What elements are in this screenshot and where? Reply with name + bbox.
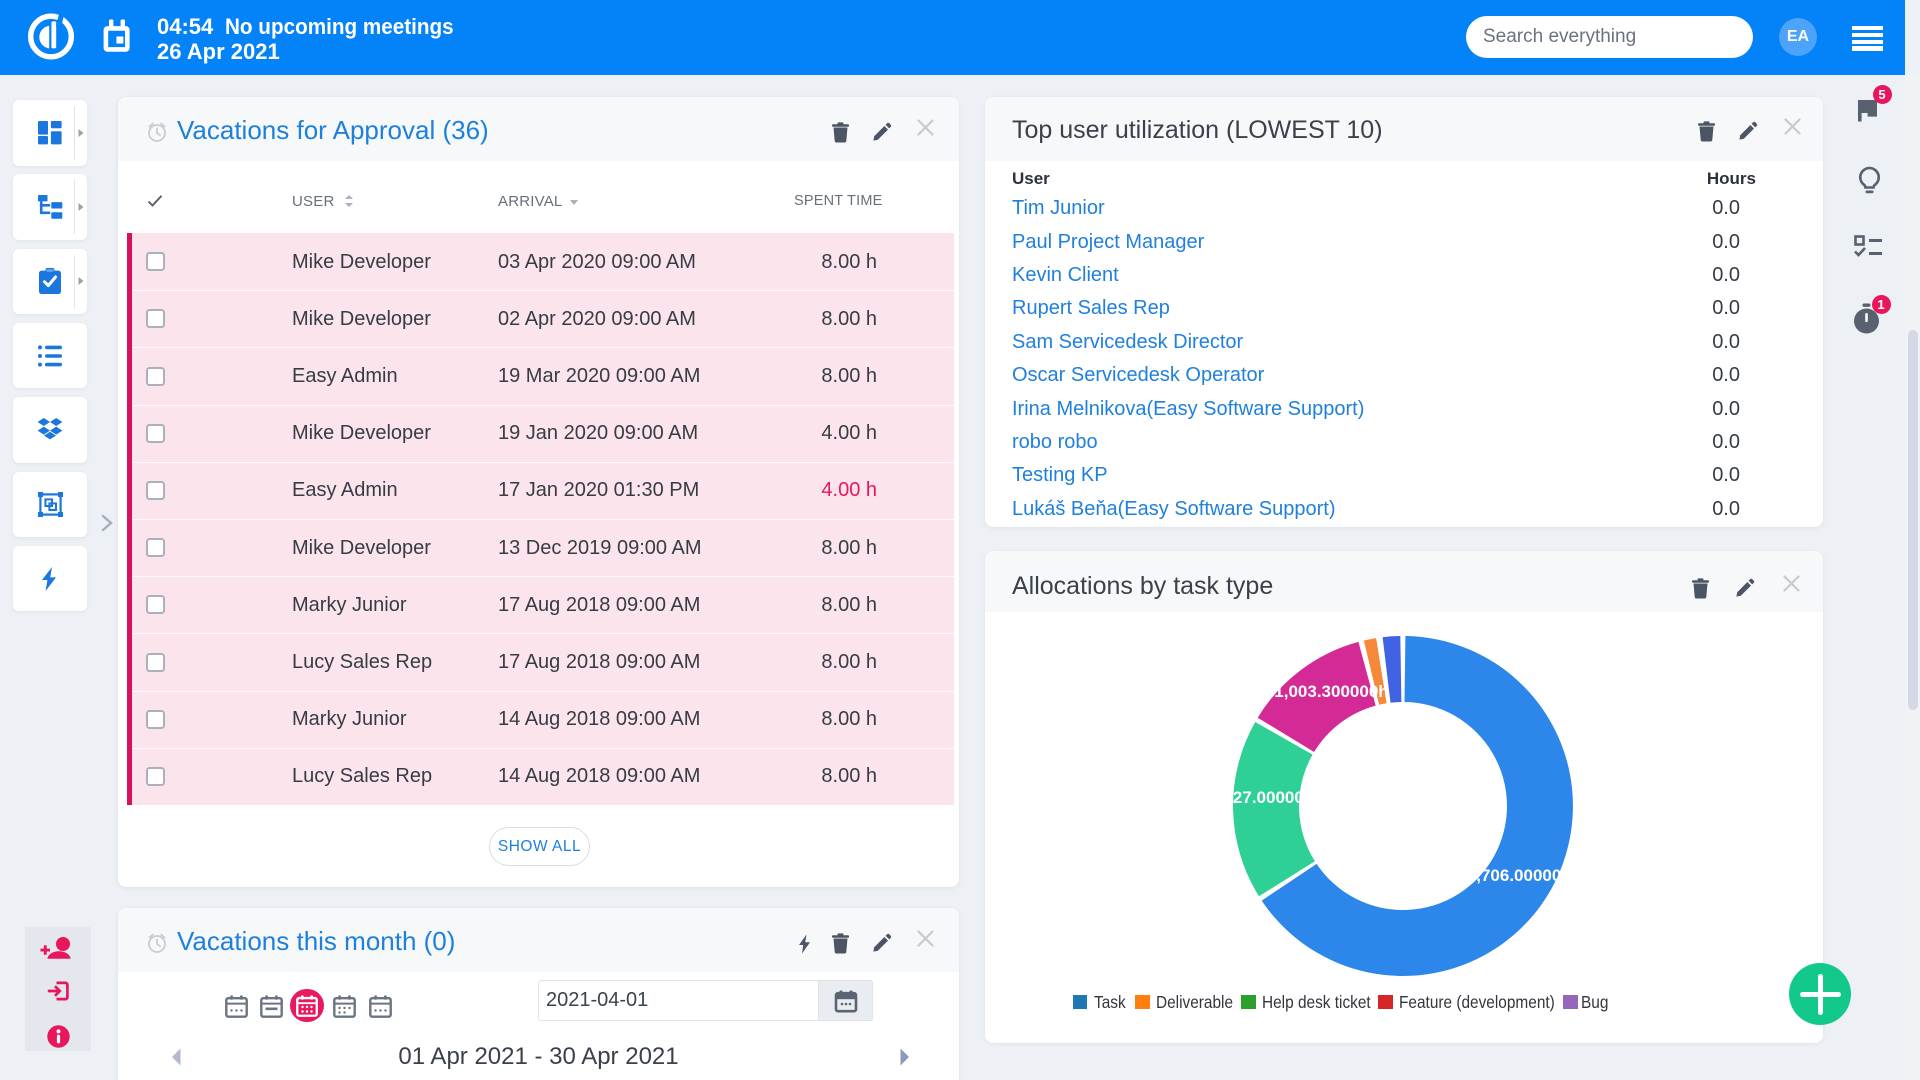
svg-text:4,706.000000h: 4,706.000000h [1467,866,1581,885]
svg-text:1,003.300000h: 1,003.300000h [1274,682,1388,701]
svg-text:1,627.000000h: 1,627.000000h [1209,788,1323,807]
